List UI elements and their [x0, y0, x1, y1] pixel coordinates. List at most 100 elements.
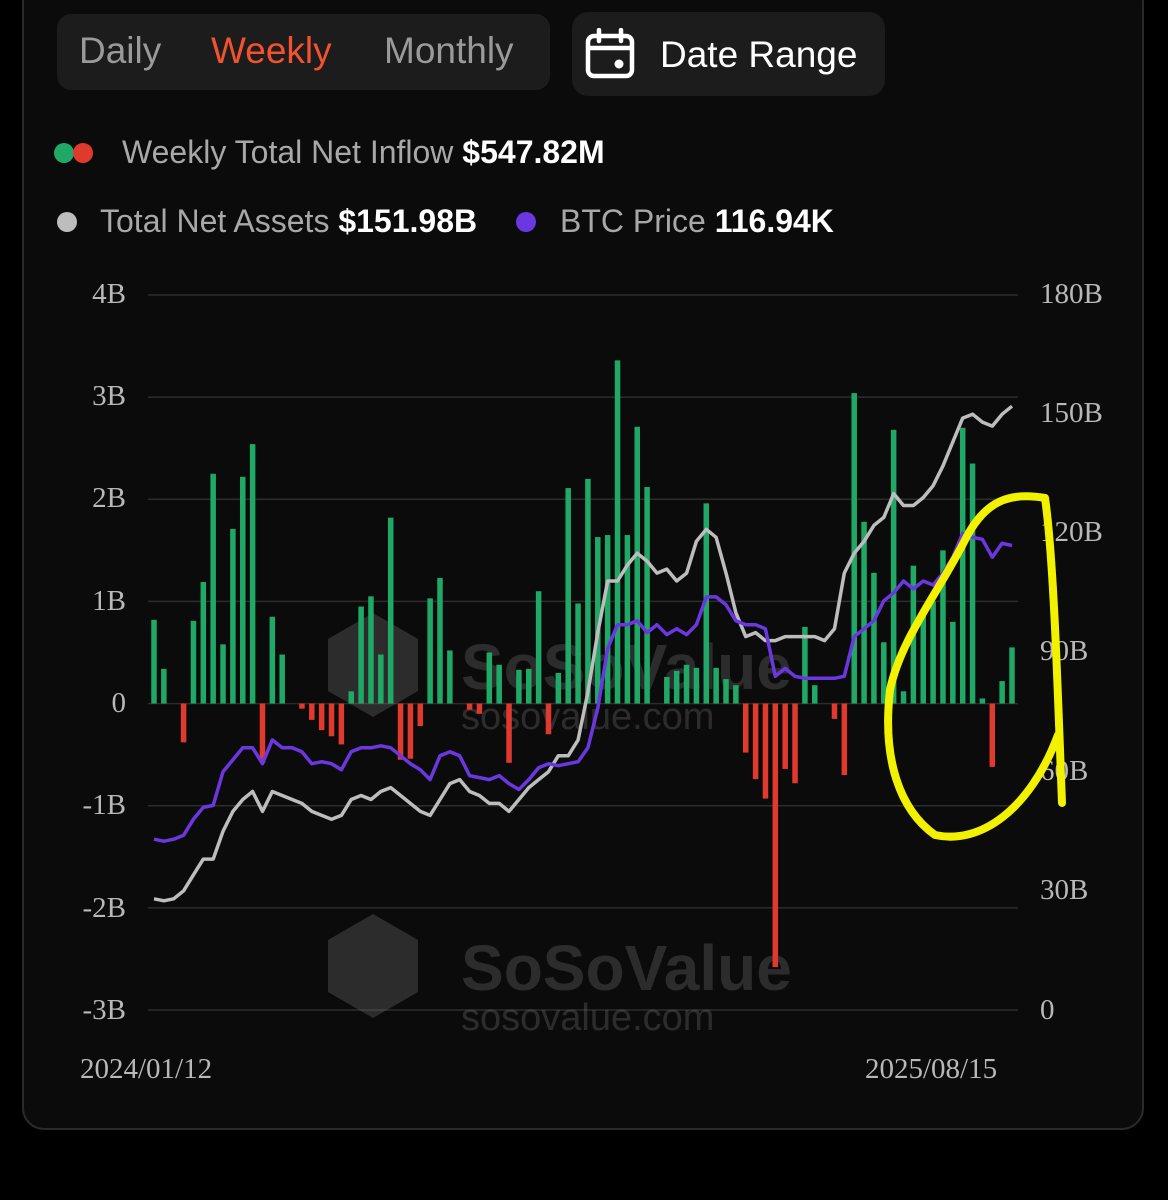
- inflow-bar: [348, 691, 354, 704]
- date-range-label: Date Range: [660, 34, 858, 75]
- left-tick: 3B: [92, 380, 126, 412]
- inflow-bar: [387, 517, 394, 704]
- inflow-negative-dot: [73, 143, 93, 163]
- inflow-bar: [713, 667, 719, 704]
- inflow-bar: [792, 703, 798, 784]
- inflow-bar: [565, 488, 571, 704]
- inflow-bar: [447, 650, 453, 704]
- inflow-bar: [664, 677, 670, 704]
- inflow-bar: [604, 535, 611, 704]
- right-tick: 0: [1040, 994, 1055, 1026]
- annotation-circle: [884, 492, 1066, 841]
- tab-weekly[interactable]: Weekly: [211, 30, 332, 71]
- inflow-bar: [762, 703, 769, 799]
- inflow-bar: [299, 703, 305, 709]
- inflow-bar: [575, 603, 581, 704]
- inflow-bar: [703, 503, 710, 704]
- tab-daily[interactable]: Daily: [79, 30, 162, 71]
- inflow-bar: [841, 703, 848, 776]
- inflow-bar: [476, 703, 483, 714]
- legend-inflow-label: Weekly Total Net Inflow: [122, 134, 454, 170]
- inflow-bar: [673, 670, 680, 704]
- inflow-bar: [802, 626, 808, 704]
- legend-assets-value: $151.98B: [338, 203, 478, 239]
- inflow-bar: [249, 444, 256, 704]
- total-net-assets-line: [153, 404, 1014, 903]
- right-tick: 30B: [1040, 874, 1089, 906]
- inflow-bar: [644, 487, 650, 704]
- svg-text:SoSoValue: SoSoValue: [461, 932, 792, 1004]
- inflow-bar: [693, 667, 700, 704]
- left-tick: -1B: [82, 789, 127, 821]
- inflow-bar: [486, 652, 493, 704]
- inflow-bar: [368, 596, 374, 704]
- inflow-bar: [999, 681, 1005, 704]
- inflow-bar: [161, 668, 167, 704]
- left-tick: 0: [111, 687, 127, 719]
- tab-monthly[interactable]: Monthly: [384, 30, 514, 71]
- legend-inflow-value: $547.82M: [462, 134, 605, 170]
- inflow-bar: [959, 427, 966, 704]
- legend-assets-label: Total Net Assets: [100, 203, 330, 239]
- inflow-bar: [516, 669, 522, 704]
- inflow-bar: [180, 703, 187, 743]
- inflow-bar: [358, 606, 364, 704]
- legend-btc: BTC Price 116.94K: [560, 203, 834, 240]
- left-tick: 2B: [92, 482, 126, 514]
- inflow-bar: [614, 360, 621, 704]
- right-tick: 150B: [1040, 397, 1103, 429]
- inflow-bar: [240, 476, 246, 704]
- inflow-bar: [328, 703, 335, 737]
- left-tick: 4B: [92, 278, 126, 310]
- btc-dot: [516, 212, 536, 232]
- inflow-bar: [269, 616, 276, 704]
- inflow-bar: [940, 550, 946, 704]
- inflow-bar: [782, 703, 788, 769]
- inflow-bar: [742, 703, 749, 753]
- inflow-bar: [545, 703, 552, 735]
- right-tick: 90B: [1040, 635, 1089, 667]
- left-tick: -3B: [82, 994, 127, 1026]
- inflow-bar: [220, 644, 226, 704]
- inflow-bar: [309, 703, 315, 720]
- left-tick: 1B: [92, 585, 126, 617]
- inflow-bar: [378, 654, 384, 704]
- legend-btc-value: 116.94K: [714, 203, 834, 239]
- inflow-bar: [259, 703, 266, 763]
- assets-dot: [57, 212, 77, 232]
- inflow-bar: [151, 619, 157, 704]
- inflow-bar: [506, 703, 512, 763]
- inflow-bar: [466, 703, 473, 710]
- inflow-bar: [427, 598, 433, 704]
- inflow-bar: [831, 703, 838, 719]
- interval-tabs: Daily Weekly Monthly: [57, 14, 550, 90]
- inflow-bar: [279, 654, 285, 704]
- chart-card: [22, 0, 1144, 1130]
- inflow-bar: [733, 685, 739, 704]
- date-range-button[interactable]: Date Range: [572, 12, 885, 96]
- inflow-bar: [989, 703, 996, 767]
- inflow-bar: [871, 572, 877, 704]
- inflow-bar: [437, 577, 443, 704]
- inflow-bar: [861, 521, 867, 704]
- inflow-bar: [979, 698, 986, 704]
- inflow-bar: [930, 601, 936, 704]
- inflow-bar: [752, 703, 759, 780]
- inflow-bar: [585, 478, 591, 704]
- inflow-bar: [318, 703, 325, 731]
- inflow-bar: [190, 620, 197, 704]
- inflow-bar: [812, 685, 818, 704]
- svg-text:sosovalue.com: sosovalue.com: [461, 997, 714, 1039]
- inflow-bar: [950, 621, 956, 704]
- inflow-bar: [920, 611, 926, 704]
- inflow-bar: [200, 582, 207, 704]
- left-tick: -2B: [82, 892, 127, 924]
- x-label-end: 2025/08/15: [865, 1053, 998, 1085]
- inflow-positive-dot: [54, 143, 74, 163]
- inflow-bar: [338, 703, 345, 745]
- inflow-bar: [407, 703, 414, 759]
- inflow-bar: [496, 664, 502, 704]
- inflow-bar: [397, 703, 404, 760]
- inflow-bar: [772, 703, 779, 968]
